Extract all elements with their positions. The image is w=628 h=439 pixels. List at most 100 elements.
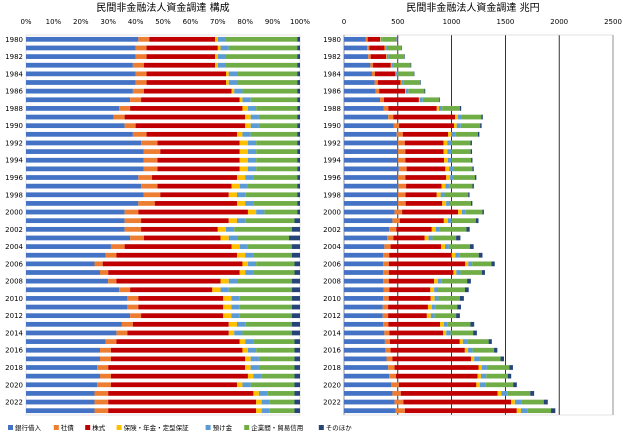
right-bar-segment-2012-s3 bbox=[426, 313, 431, 319]
right-bar-segment-2007-s0 bbox=[344, 270, 384, 275]
right-bar-segment-1986-s0 bbox=[344, 88, 376, 94]
right-bar-segment-2017-s3 bbox=[470, 356, 475, 362]
left-bar-segment-2015-s1 bbox=[105, 339, 117, 344]
right-bar-segment-1987-s3 bbox=[418, 97, 420, 103]
right-bar-segment-1980-s2 bbox=[367, 36, 381, 42]
right-bar-segment-2005-s2 bbox=[389, 252, 452, 258]
left-bar-segment-1985-s6 bbox=[297, 80, 300, 85]
right-bar-segment-1982-s5 bbox=[388, 54, 405, 59]
left-bar-segment-2022-s2 bbox=[108, 399, 257, 405]
left-bar-segment-2022-s1 bbox=[94, 399, 109, 405]
left-x-tick-label: 0% bbox=[20, 18, 31, 26]
right-bar-segment-2001-s5 bbox=[451, 218, 476, 224]
right-category-label: 2004 bbox=[323, 243, 341, 251]
left-bar-segment-1982-s5 bbox=[226, 54, 298, 59]
left-bar-segment-1989-s5 bbox=[258, 114, 298, 120]
right-bar-segment-1997-s5 bbox=[449, 183, 473, 189]
left-bar-segment-1995-s5 bbox=[256, 166, 298, 172]
right-bar-segment-1994-s1 bbox=[397, 157, 406, 163]
left-bar-segment-2012-s2 bbox=[141, 313, 224, 319]
right-bar-segment-1982-s4 bbox=[386, 54, 389, 59]
right-bar-segment-2023-s3 bbox=[516, 408, 521, 414]
left-bar-segment-1980-s0 bbox=[26, 36, 139, 42]
right-bar-segment-1988-s4 bbox=[438, 106, 443, 111]
left-bar-segment-2016-s5 bbox=[256, 347, 295, 353]
left-bar-segment-1996-s6 bbox=[297, 175, 300, 180]
left-bar-segment-1991-s5 bbox=[250, 131, 298, 137]
left-bar-segment-2000-s2 bbox=[138, 209, 248, 215]
left-bar-segment-1988-s3 bbox=[242, 106, 248, 111]
right-x-tick-label: 500 bbox=[391, 18, 404, 26]
left-bar-segment-1996-s1 bbox=[138, 175, 153, 180]
left-bar-segment-1992-s3 bbox=[239, 140, 248, 146]
legend-label: 預け金 bbox=[213, 423, 233, 432]
left-bar-segment-1983-s4 bbox=[217, 62, 227, 68]
right-bar-segment-2015-s1 bbox=[384, 339, 390, 344]
left-category-label: 2006 bbox=[5, 260, 23, 268]
left-bar-segment-2012-s3 bbox=[223, 313, 232, 319]
right-bar-segment-1998-s1 bbox=[397, 192, 406, 198]
right-bar-segment-1995-s0 bbox=[344, 166, 399, 172]
right-bar-segment-1997-s1 bbox=[398, 183, 407, 189]
left-bar-segment-1982-s1 bbox=[135, 54, 147, 59]
right-bar-segment-1995-s2 bbox=[406, 166, 446, 172]
left-bar-segment-2020-s5 bbox=[250, 382, 295, 388]
right-bar-segment-1983-s2 bbox=[373, 62, 391, 68]
left-bar-segment-1982-s0 bbox=[26, 54, 136, 59]
right-bar-segment-2001-s2 bbox=[399, 218, 444, 224]
right-bar-segment-1985-s5 bbox=[403, 80, 421, 85]
right-bar-segment-1996-s5 bbox=[453, 175, 475, 180]
right-bar-segment-1991-s6 bbox=[477, 131, 480, 137]
right-bar-segment-2013-s4 bbox=[443, 321, 448, 327]
right-bar-segment-1999-s3 bbox=[442, 201, 447, 206]
left-bar-segment-2017-s6 bbox=[294, 356, 300, 362]
right-bar-segment-2002-s2 bbox=[396, 226, 432, 232]
left-bar-segment-2005-s2 bbox=[116, 252, 237, 258]
left-bar-segment-1986-s4 bbox=[234, 88, 243, 94]
right-bar-segment-1985-s3 bbox=[400, 80, 402, 85]
right-bar-segment-2015-s5 bbox=[467, 339, 489, 344]
left-bar-segment-1992-s5 bbox=[256, 140, 298, 146]
right-bar-segment-2003-s5 bbox=[432, 235, 457, 241]
right-bar-segment-2011-s1 bbox=[382, 304, 389, 310]
left-bar-segment-2006-s6 bbox=[294, 261, 300, 267]
left-bar-segment-1998-s1 bbox=[143, 192, 161, 198]
right-bar-segment-2002-s1 bbox=[389, 226, 397, 232]
left-bar-segment-1986-s6 bbox=[297, 88, 300, 94]
right-bar-segment-2019-s5 bbox=[486, 373, 508, 379]
left-bar-segment-1993-s4 bbox=[247, 149, 257, 154]
right-bar-segment-1997-s6 bbox=[472, 183, 474, 189]
right-bar-segment-2007-s6 bbox=[481, 270, 485, 275]
left-bar-segment-1996-s5 bbox=[253, 175, 298, 180]
left-bar-segment-1983-s6 bbox=[297, 62, 300, 68]
legend-label: 企業間・貿易信用 bbox=[251, 423, 303, 432]
left-bar-segment-1992-s1 bbox=[141, 140, 158, 146]
left-bar-segment-2010-s6 bbox=[291, 296, 300, 301]
left-bar-segment-1993-s3 bbox=[239, 149, 248, 154]
left-bar-segment-2017-s3 bbox=[245, 356, 251, 362]
right-bar-segment-2018-s3 bbox=[478, 365, 482, 370]
left-bar-segment-2020-s1 bbox=[97, 382, 111, 388]
right-bar-segment-2010-s0 bbox=[344, 296, 384, 301]
left-bar-segment-2009-s4 bbox=[220, 287, 229, 293]
left-bar-segment-1981-s5 bbox=[228, 45, 298, 51]
right-bar-segment-2012-s5 bbox=[434, 313, 457, 319]
left-bar-segment-2016-s6 bbox=[294, 347, 300, 353]
right-bar-segment-1992-s6 bbox=[470, 140, 472, 146]
left-bar-segment-1996-s0 bbox=[26, 175, 139, 180]
left-bar-segment-2015-s0 bbox=[26, 339, 106, 344]
right-bar-segment-1999-s6 bbox=[470, 201, 473, 206]
left-bar-segment-1998-s5 bbox=[245, 192, 298, 198]
right-bar-segment-1996-s1 bbox=[397, 175, 406, 180]
left-bar-segment-2021-s0 bbox=[26, 391, 95, 396]
right-bar-segment-2004-s4 bbox=[445, 244, 449, 249]
right-bar-segment-2020-s3 bbox=[476, 382, 480, 388]
left-bar-segment-2003-s3 bbox=[220, 235, 229, 241]
left-bar-segment-1988-s5 bbox=[256, 106, 298, 111]
right-bar-segment-1996-s4 bbox=[450, 175, 454, 180]
left-bar-segment-2020-s6 bbox=[294, 382, 300, 388]
left-bar-segment-2021-s3 bbox=[253, 391, 259, 396]
right-bar-segment-2022-s0 bbox=[344, 399, 395, 405]
right-bar-segment-2021-s4 bbox=[501, 391, 508, 396]
right-bar-segment-2021-s6 bbox=[530, 391, 535, 396]
